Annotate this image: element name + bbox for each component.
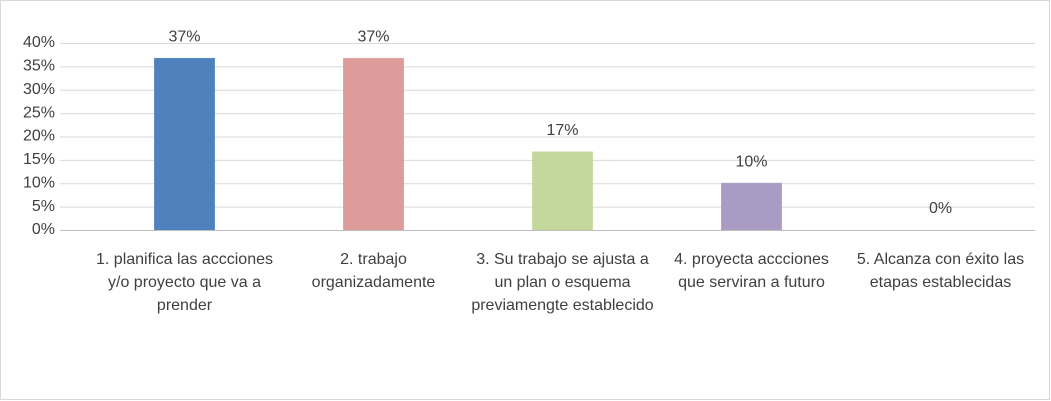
y-tick-label: 15%	[23, 151, 55, 168]
value-label: 0%	[929, 200, 952, 217]
y-tick-label: 25%	[23, 104, 55, 121]
y-tick-label: 10%	[23, 174, 55, 191]
y-tick-label: 35%	[23, 58, 55, 75]
y-tick-label: 40%	[23, 34, 55, 51]
value-label: 17%	[546, 122, 578, 139]
y-tick-label: 0%	[32, 221, 55, 238]
x-tick-label: 5. Alcanza con éxito las etapas establec…	[856, 251, 1025, 291]
value-label: 37%	[168, 29, 200, 46]
x-tick-label: 3. Su trabajo se ajusta a un plan o esqu…	[471, 251, 654, 314]
x-tick-label: 4. proyecta accciones que serviran a fut…	[674, 251, 829, 291]
x-tick-label: 1. planifica las accciones y/o proyecto …	[96, 251, 273, 314]
y-tick-label: 30%	[23, 81, 55, 98]
value-label: 37%	[357, 29, 389, 46]
y-tick-label: 20%	[23, 128, 55, 145]
y-tick-label: 5%	[32, 198, 55, 215]
value-label: 10%	[735, 153, 767, 170]
bar	[343, 57, 404, 231]
bar	[154, 57, 215, 231]
bar	[721, 182, 782, 231]
x-tick-label: 2. trabajo organizadamente	[311, 251, 436, 291]
bar	[532, 151, 593, 231]
